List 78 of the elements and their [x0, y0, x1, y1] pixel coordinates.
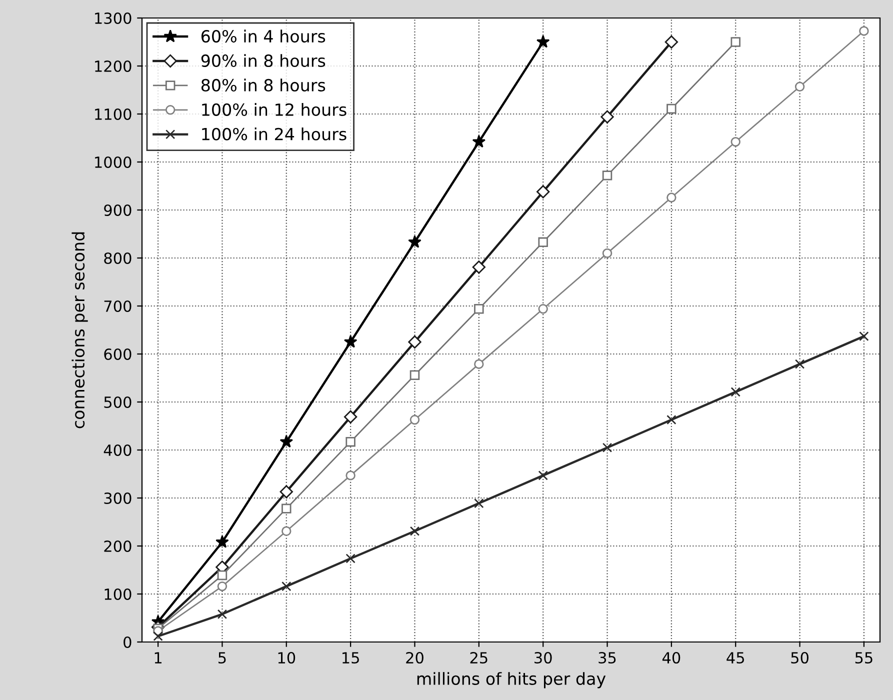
point [602, 442, 612, 452]
y-tick-label: 700 [104, 300, 132, 312]
y-tick-label: 1300 [95, 12, 132, 24]
point [536, 185, 550, 198]
y-tick-label: 1100 [95, 108, 132, 120]
point [794, 82, 805, 92]
x-tick-label: 15 [342, 652, 359, 664]
y-tick-label: 600 [104, 348, 132, 360]
legend-label: 60% in 4 hours [201, 30, 326, 43]
x-tick-label: 10 [278, 652, 296, 664]
x-tick-label: 35 [598, 652, 616, 664]
point [730, 387, 740, 397]
point [602, 248, 612, 258]
point [217, 609, 228, 620]
point [217, 570, 228, 580]
point [600, 110, 614, 124]
y-axis-title: connections per second [72, 232, 88, 428]
point [730, 37, 740, 47]
x-axis-title: millions of hits per day [417, 672, 606, 688]
point [664, 35, 678, 49]
point [474, 359, 484, 369]
x-tick-label: 30 [534, 652, 552, 664]
legend-label: 90% in 8 hours [201, 54, 326, 68]
point [346, 436, 356, 447]
y-tick-label: 200 [104, 540, 132, 552]
point [282, 504, 292, 514]
point [153, 631, 163, 642]
x-tick-label: 1 [154, 652, 162, 664]
y-tick-label: 1200 [95, 60, 132, 72]
point [730, 136, 740, 147]
point [344, 335, 358, 348]
y-tick-label: 900 [104, 204, 132, 216]
point [472, 134, 486, 148]
x-tick-label: 50 [791, 652, 808, 664]
point [346, 554, 356, 564]
point [859, 331, 869, 342]
point [536, 35, 550, 48]
point [666, 104, 676, 114]
point [794, 359, 805, 369]
y-tick-label: 0 [124, 636, 132, 648]
point [474, 498, 484, 508]
point [538, 304, 548, 314]
legend-label: 100% in 12 hours [202, 103, 346, 116]
point [474, 304, 484, 314]
x-tick-label: 5 [218, 652, 226, 664]
point [472, 260, 486, 274]
point [282, 526, 292, 536]
point [346, 470, 356, 480]
point [408, 235, 422, 248]
point [410, 526, 420, 536]
point [859, 26, 869, 36]
point [602, 170, 612, 180]
point [410, 414, 420, 425]
point [666, 414, 676, 425]
point [282, 581, 292, 592]
y-tick-label: 400 [104, 444, 132, 456]
point [666, 192, 676, 202]
x-tick-label: 20 [406, 652, 424, 664]
y-tick-label: 300 [104, 492, 132, 504]
point [538, 470, 548, 480]
x-tick-label: 45 [726, 652, 744, 664]
legend-label: 100% in 24 hours [202, 128, 346, 140]
x-tick-label: 25 [470, 652, 488, 664]
point [216, 535, 229, 548]
point [217, 581, 228, 592]
point [408, 335, 422, 349]
x-tick-label: 55 [855, 652, 872, 664]
x-tick-label: 40 [662, 652, 680, 664]
point [410, 370, 420, 380]
y-tick-label: 500 [104, 396, 132, 408]
y-tick-label: 800 [104, 252, 132, 264]
point [280, 485, 293, 498]
point [538, 237, 548, 248]
y-tick-label: 1000 [95, 156, 132, 168]
point [344, 410, 358, 424]
legend-label: 80% in 8 hours [201, 78, 326, 92]
point [280, 434, 294, 448]
y-tick-label: 100 [104, 588, 132, 600]
